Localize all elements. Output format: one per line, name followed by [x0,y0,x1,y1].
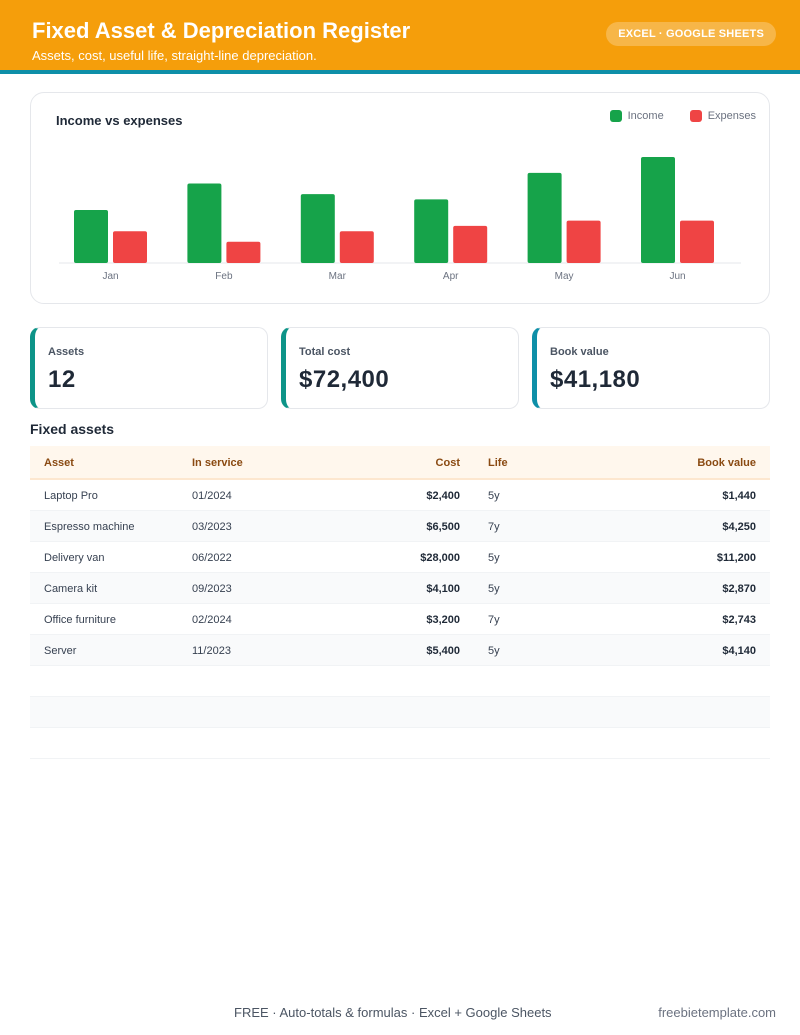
x-tick-label-apr: Apr [443,271,459,282]
table-row: Camera kit 09/2023 $4,100 5y $2,870 [30,573,770,604]
bar-chart: Jan Feb Mar Apr May Jun [59,157,741,282]
legend-label-expenses: Expenses [707,110,756,122]
page-subtitle: Assets, cost, useful life, straight-line… [32,48,317,63]
cell-in-service: 02/2024 [192,614,232,626]
footer-features: FREE · Auto-totals & formulas · Excel + … [234,1005,552,1020]
bar-income-jan [74,210,108,263]
x-tick-label-mar: Mar [329,271,347,282]
cell-asset: Office furniture [44,614,116,626]
bar-income-apr [414,199,449,263]
cell-asset: Laptop Pro [44,490,98,502]
cell-cost: $6,500 [426,521,460,533]
cell-in-service: 03/2023 [192,521,232,533]
cell-cost: $28,000 [420,552,460,564]
legend-swatch-expenses [689,110,702,122]
bar-expenses-may [566,220,601,263]
cell-in-service: 06/2022 [192,552,232,564]
chart-legend: Income Expenses [584,110,756,122]
cell-cost: $4,100 [426,583,460,595]
kpi-value: 12 [48,366,76,393]
cell-book-value: $2,743 [722,614,756,626]
bar-income-feb [187,183,222,263]
cell-life: 7y [488,521,500,533]
bar-income-may [527,172,562,263]
platform-badge: EXCEL · GOOGLE SHEETS [606,22,776,46]
column-header-asset: Asset [44,457,74,469]
footer-site-link[interactable]: freebietemplate.com [658,1005,776,1020]
kpi-label: Book value [550,346,609,358]
legend-item-expenses: Expenses [689,110,756,122]
table-row-empty [30,728,770,759]
table-section-title: Fixed assets [30,421,115,437]
cell-life: 7y [488,614,500,626]
kpi-value: $41,180 [550,366,641,393]
cell-book-value: $4,140 [722,645,756,657]
legend-item-income: Income [609,110,664,122]
bar-income-jun [641,157,675,263]
kpi-card-assets: Assets 12 [30,327,268,409]
cell-cost: $2,400 [426,490,460,502]
cell-asset: Espresso machine [44,521,135,533]
header-banner: Fixed Asset & Depreciation Register Asse… [0,0,800,74]
x-tick-label-jun: Jun [669,271,685,282]
kpi-label: Assets [48,346,85,358]
cell-in-service: 01/2024 [192,490,232,502]
cell-asset: Server [44,645,77,657]
cell-life: 5y [488,583,500,595]
page-title: Fixed Asset & Depreciation Register [32,18,411,43]
table-row: Espresso machine 03/2023 $6,500 7y $4,25… [30,511,770,542]
bar-expenses-jan [113,231,147,263]
column-header-book-value: Book value [697,457,756,469]
cell-cost: $3,200 [426,614,460,626]
bar-expenses-feb [226,241,261,263]
legend-swatch-income [609,110,622,122]
kpi-value: $72,400 [299,366,390,393]
cell-book-value: $11,200 [716,552,756,564]
kpi-card-total-cost: Total cost $72,400 [281,327,519,409]
table-row: Delivery van 06/2022 $28,000 5y $11,200 [30,542,770,573]
legend-label-income: Income [627,110,664,122]
bar-expenses-apr [453,225,488,263]
table-row: Office furniture 02/2024 $3,200 7y $2,74… [30,604,770,635]
column-header-in-service: In service [192,457,243,469]
cell-book-value: $4,250 [722,521,756,533]
table-row-empty [30,697,770,728]
column-header-cost: Cost [435,457,460,469]
column-header-life: Life [488,457,508,469]
bar-income-mar [300,194,335,263]
table-row-empty [30,666,770,697]
kpi-label: Total cost [299,346,351,358]
table-row: Laptop Pro 01/2024 $2,400 5y $1,440 [30,480,770,511]
bar-expenses-mar [339,231,374,263]
fixed-assets-table: Asset In service Cost Life Book value La… [30,446,770,759]
x-tick-label-jan: Jan [102,271,118,282]
x-tick-label-may: May [555,271,574,282]
cell-cost: $5,400 [426,645,460,657]
table-header: Asset In service Cost Life Book value [30,446,770,480]
cell-book-value: $2,870 [722,583,756,595]
income-expenses-chart-card: Jan Feb Mar Apr May Jun Income vs expenses In… [30,92,770,304]
cell-in-service: 11/2023 [192,645,231,657]
table-row: Server 11/2023 $5,400 5y $4,140 [30,635,770,666]
cell-life: 5y [488,490,500,502]
cell-book-value: $1,440 [722,490,756,502]
cell-life: 5y [488,645,500,657]
cell-in-service: 09/2023 [192,583,232,595]
x-tick-label-feb: Feb [215,271,233,282]
kpi-card-book-value: Book value $41,180 [532,327,770,409]
chart-title: Income vs expenses [56,113,183,128]
cell-asset: Delivery van [44,552,105,564]
cell-life: 5y [488,552,500,564]
cell-asset: Camera kit [44,583,98,595]
bar-expenses-jun [680,220,714,263]
